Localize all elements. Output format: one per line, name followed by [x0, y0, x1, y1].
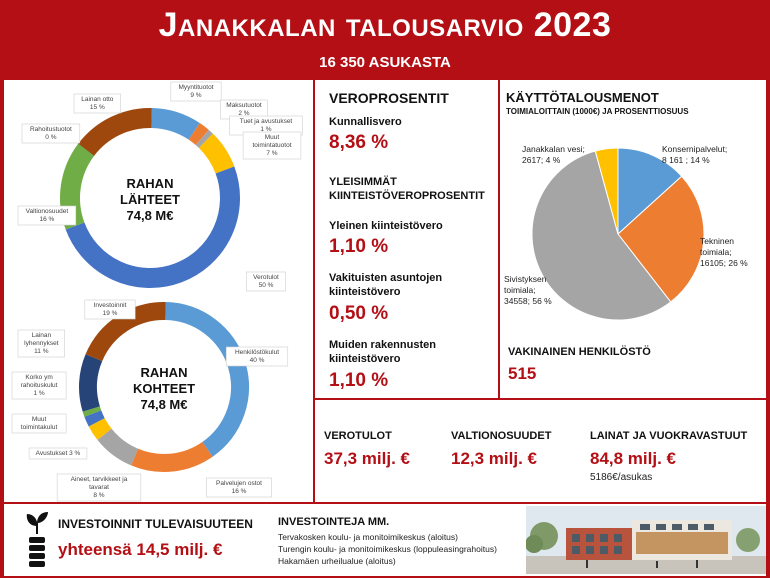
slice-myyntituotot: [151, 108, 200, 140]
label-sivistyksen-toimiala: Sivistyksen toimiala; 34558; 56 %: [504, 274, 552, 306]
slice-konsernipalvelut: [617, 147, 683, 236]
staff-value: 515: [508, 364, 537, 383]
money-plant-icon: [26, 512, 48, 567]
slice-verotulot: [65, 166, 240, 288]
funding-panel: RAHAN LÄHTEET 74,8 M€ Myyntituotot 9 % Maksut…: [4, 80, 313, 502]
residential-property-tax-label: Vakituisten asuntojen kiinteistövero: [329, 272, 443, 298]
tax-panel: VEROPROSENTIT Kunnallisvero 8,36 % YLEIS…: [315, 80, 498, 398]
municipal-tax-label: Kunnallisvero: [329, 116, 402, 128]
property-tax-heading: YLEISIMMÄT KIINTEISTÖVEROPROSENTIT: [329, 176, 485, 202]
uses-donut-chart: RAHAN KOHTEET 74,8 M€ Henkilöstökulut 40 % Pa…: [11, 299, 289, 502]
municipal-tax-value: 8,36 %: [329, 132, 389, 153]
slice-maksutuotot: [188, 122, 209, 146]
label-muut-toimintakulut: Muut toimintakulut: [11, 413, 67, 434]
label-konsernipalvelut: Konsernipalvelut; 8 161 ; 14 %: [662, 144, 727, 165]
slice-janakkalan-vesi: [594, 147, 619, 235]
expenses-panel: KÄYTTÖTALOUSMENOT TOIMIALOITTAIN (1000€)…: [500, 80, 766, 398]
loans-label: LAINAT JA VUOKRAVASTUUT: [590, 430, 748, 442]
other-buildings-tax-label: Muiden rakennusten kiinteistövero: [329, 339, 436, 365]
page-title: Janakkalan talousarvio 2023: [158, 6, 612, 44]
slice-palvelujen-ostot: [131, 441, 213, 472]
general-property-tax-value: 1,10 %: [329, 236, 389, 257]
slice-lainan-otto: [78, 108, 152, 157]
label-investoinnit: Investoinnit 19 %: [84, 299, 136, 320]
state-aid-label: VALTIONOSUUDET: [451, 430, 552, 442]
expenses-subtitle: TOIMIALOITTAIN (1000€) JA PROSENTTIOSUUS: [506, 107, 689, 116]
other-buildings-tax-value: 1,10 %: [329, 370, 389, 391]
slice-sivistyksen-toimiala: [531, 150, 672, 321]
header: Janakkalan talousarvio 2023 16 350 ASUKA…: [0, 0, 770, 80]
investment-item-3: Hakamäen urheilualue (aloitus): [278, 556, 396, 566]
label-tuet-ja-avustukset: Tuet ja avustukset 1 %: [229, 115, 303, 136]
general-property-tax-label: Yleinen kiinteistövero: [329, 220, 443, 232]
investments-list-heading: INVESTOINTEJA MM.: [278, 516, 390, 528]
loans-value: 84,8 milj. €: [590, 449, 676, 468]
label-lainan-otto: Lainan otto 15 %: [73, 93, 122, 114]
investments-panel: INVESTOINNIT TULEVAISUUTEEN yhteensä 14,…: [4, 504, 766, 576]
slice-lainan-lyhennykset: [79, 354, 103, 412]
investment-item-1: Tervakosken koulu- ja monitoimikeskus (a…: [278, 532, 458, 542]
label-rahoitustuotot: Rahoitustuotot 0 %: [21, 123, 81, 144]
donut-center-label: RAHAN KOHTEET 74,8 M€: [133, 365, 195, 412]
investments-total: yhteensä 14,5 milj. €: [58, 540, 223, 559]
label-korko-ym-rahoituskulut: Korko ym rahoituskulut 1 %: [11, 371, 67, 400]
slice-korko-ym-rahoituskulut: [82, 406, 102, 417]
slice-avustukset: [88, 417, 112, 440]
slice-tekninen-toimiala: [617, 175, 705, 303]
label-janakkalan-vesi: Janakkalan vesi; 2617; 4 %: [522, 144, 585, 165]
slice-investoinnit: [85, 302, 166, 362]
school-building-image: [526, 506, 766, 574]
income-panel: VEROTULOT 37,3 milj. € VALTIONOSUUDET 12…: [315, 400, 766, 502]
label-tekninen-toimiala: Tekninen toimiala; 16105; 26 %: [700, 236, 748, 268]
label-palvelujen-ostot: Palvelujen ostot 16 %: [206, 477, 272, 498]
label-avustukset: Avustukset 3 %: [28, 447, 88, 460]
slice-tuet-ja-avustukset: [195, 129, 213, 148]
population: 16 350 ASUKASTA: [319, 54, 451, 71]
label-henkilostokulut: Henkilöstökulut 40 %: [225, 346, 289, 367]
label-maksutuotot: Maksutuotot 2 %: [220, 99, 268, 120]
slice-muut-toimintatuotot: [198, 133, 235, 174]
label-myyntituotot: Myyntituotot 9 %: [170, 81, 222, 102]
tax-income-value: 37,3 milj. €: [324, 449, 410, 468]
svg-text:Avustukset 3 %: Avustukset 3 %: [36, 450, 81, 457]
donut-center-label: RAHAN LÄHTEET 74,8 M€: [120, 176, 180, 223]
label-lainan-lyhennykset: Lainan lyhennykset 11 %: [17, 329, 66, 358]
expenses-title: KÄYTTÖTALOUSMENOT: [506, 90, 659, 105]
label-aineet-tarvikkeet-ja-tavarat: Aineet, tarvikkeet ja tavarat 8 %: [56, 473, 142, 502]
slice-muut-toimintakulut: [84, 410, 105, 427]
tax-income-label: VEROTULOT: [324, 430, 392, 442]
sources-donut-chart: RAHAN LÄHTEET 74,8 M€ Myyntituotot 9 % Maksut…: [17, 81, 303, 292]
loans-per-resident: 5186€/asukas: [590, 472, 653, 483]
staff-label: VAKINAINEN HENKILÖSTÖ: [508, 346, 651, 358]
expenses-pie-chart: Konsernipalvelut; 8 161 ; 14 % Tekninen toi…: [504, 144, 748, 321]
label-verotulot: Verotulot 50 %: [246, 271, 286, 292]
investment-item-2: Turengin koulu- ja monitoimikeskus (lopp…: [278, 544, 497, 554]
slice-aineet-tarvikkeet-ja-tavarat: [97, 428, 139, 466]
investments-label: INVESTOINNIT TULEVAISUUTEEN: [58, 517, 253, 531]
label-valtionosuudet: Valtionosuudet 16 %: [17, 205, 77, 226]
label-muut-toimintatuotot: Muut toimintatuotot 7 %: [242, 131, 302, 160]
tax-heading: VEROPROSENTIT: [329, 90, 449, 106]
residential-property-tax-value: 0,50 %: [329, 303, 389, 324]
state-aid-value: 12,3 milj. €: [451, 449, 537, 468]
